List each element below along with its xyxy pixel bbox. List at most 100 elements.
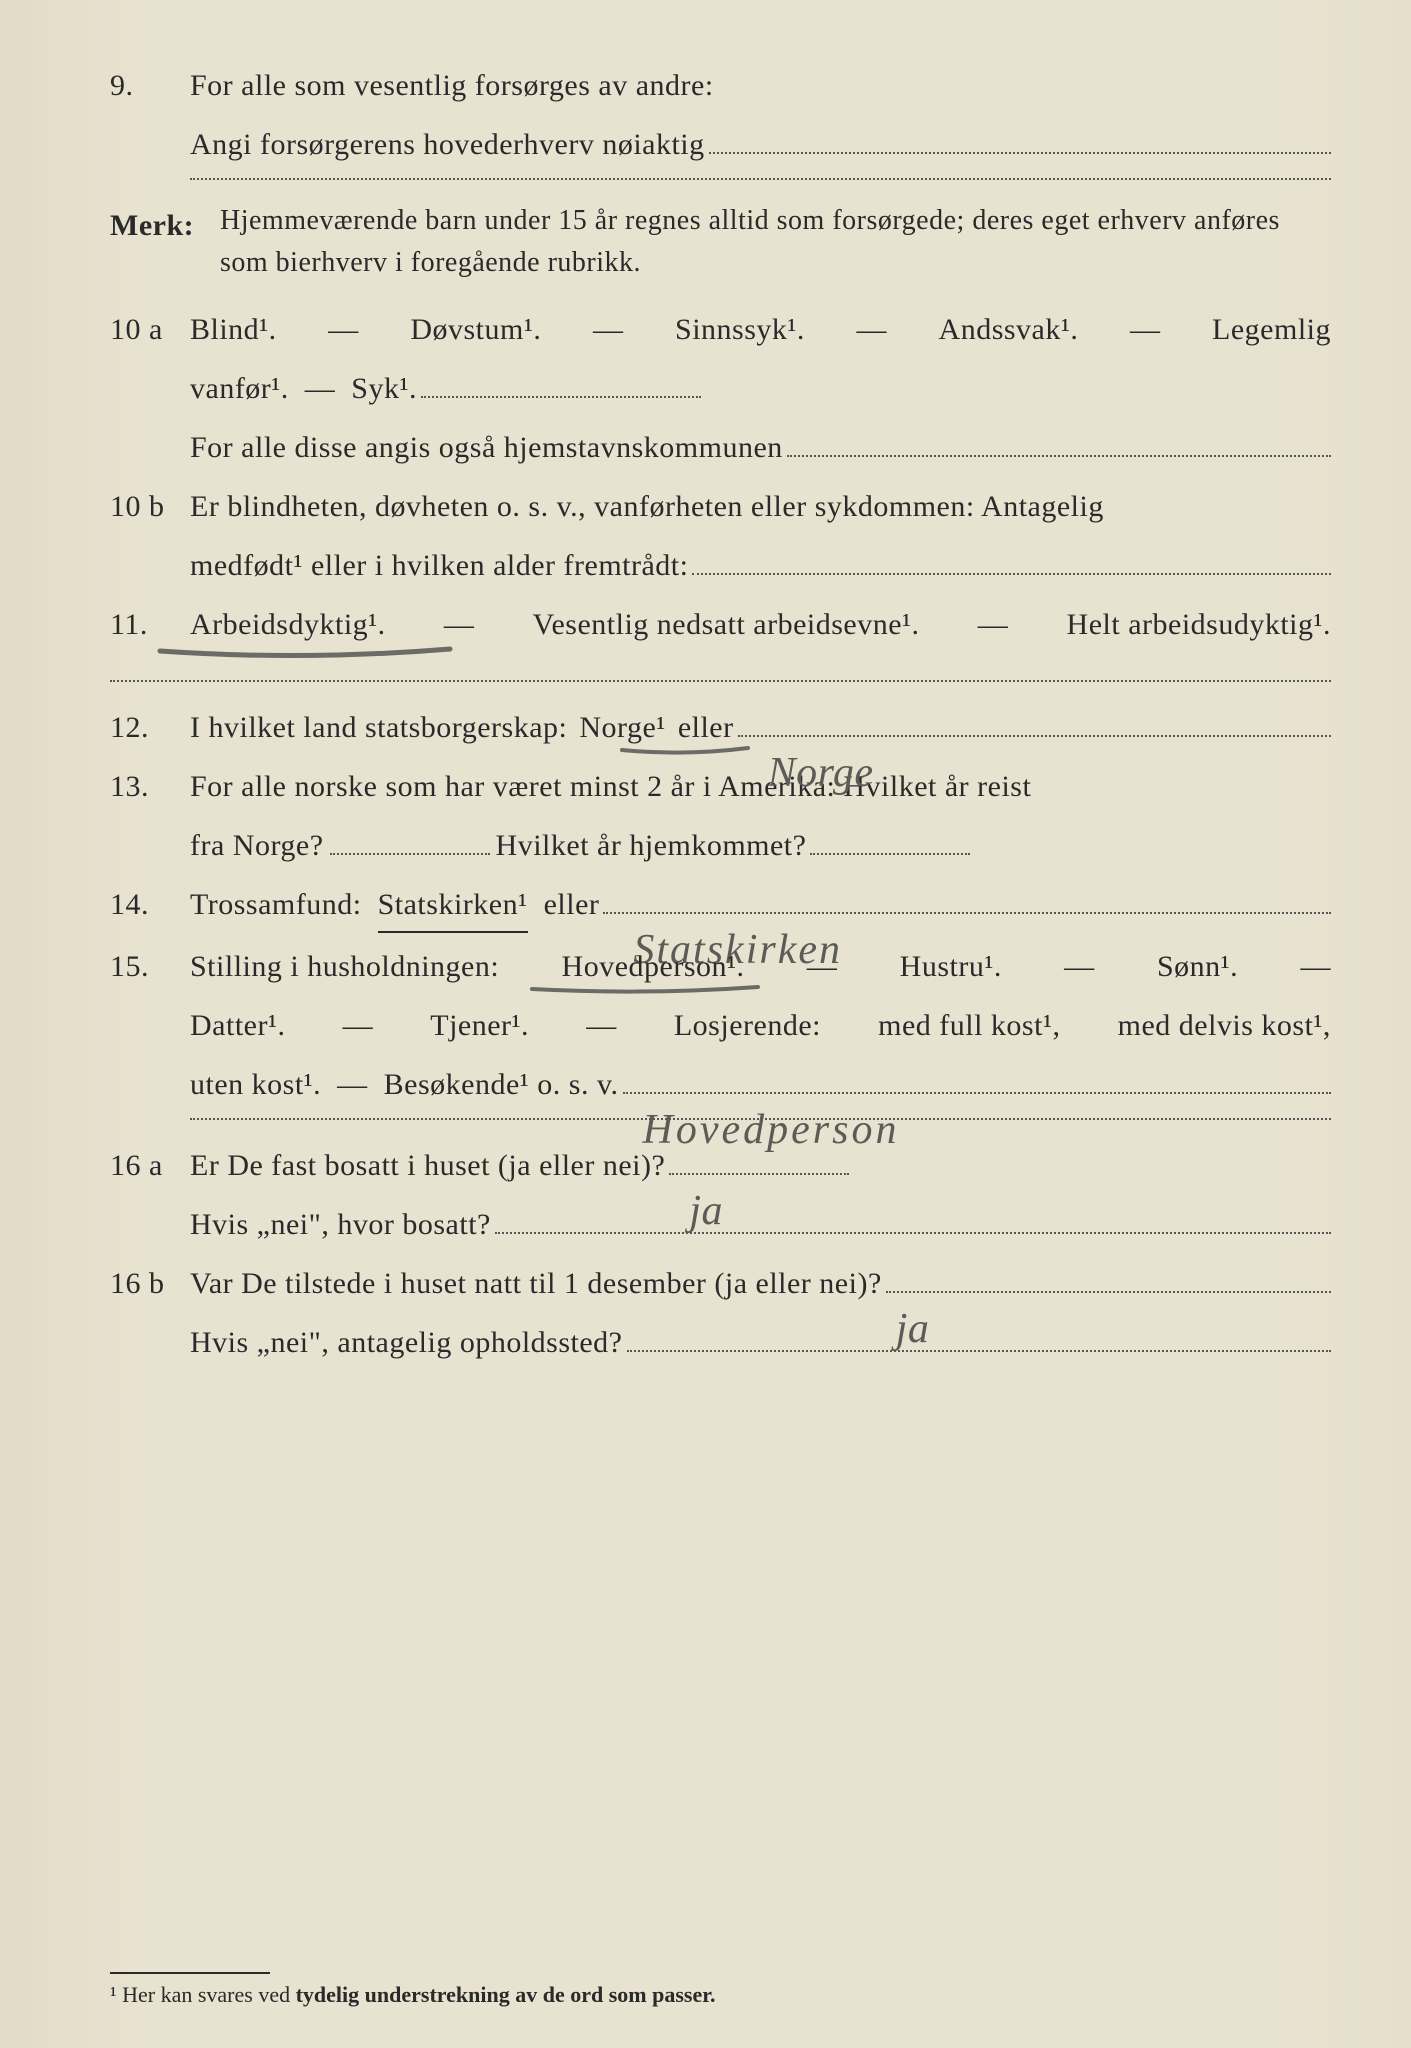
dash: — [343, 1000, 374, 1051]
q15-opt-fullkost[interactable]: med full kost¹, [878, 1000, 1060, 1051]
q16b-line1: 16 b Var De tilstede i huset natt til 1 … [110, 1258, 1331, 1309]
q10a-line2: vanfør¹. — Syk¹. [190, 363, 1331, 414]
footnote-text-a: Her kan svares ved [122, 1982, 296, 2007]
q16a-handwritten: ja [689, 1176, 723, 1177]
q15-opt-utenkost[interactable]: uten kost¹. [190, 1059, 321, 1110]
q10a-line3: For alle disse angis også hjemstavnskomm… [190, 422, 1331, 473]
q15-line3: uten kost¹. — Besøkende¹ o. s. v. Hovedp… [190, 1059, 1331, 1110]
pencil-underline-icon [620, 744, 750, 758]
dash: — [1301, 941, 1332, 992]
q13-blank-2[interactable] [810, 853, 970, 855]
q10a-opts: Blind¹. — Døvstum¹. — Sinnssyk¹. — Andss… [190, 304, 1331, 355]
q15-opt-besokende[interactable]: Besøkende¹ o. s. v. [384, 1059, 619, 1110]
q15-opt-delviskost[interactable]: med delvis kost¹, [1118, 1000, 1331, 1051]
q14-handwritten: Statskirken [633, 915, 842, 916]
q10a-line1: 10 a Blind¹. — Døvstum¹. — Sinnssyk¹. — … [110, 304, 1331, 355]
q15-text-a: Stilling i husholdningen: [190, 941, 499, 992]
q14-text-a: Trossamfund: [190, 879, 362, 930]
q10a-opt-syk[interactable]: Syk¹. [351, 363, 417, 414]
q10a-opt-sinnssyk[interactable]: Sinnssyk¹. [675, 304, 805, 355]
q15-opts-1: Stilling i husholdningen: Hovedperson¹. … [190, 941, 1331, 992]
q15-handwritten: Hovedperson [643, 1095, 900, 1098]
q9-blank[interactable] [709, 152, 1331, 154]
q16b-text2: Hvis „nei", antagelig opholdssted? [190, 1317, 623, 1368]
q11-opt-nedsatt[interactable]: Vesentlig nedsatt arbeidsevne¹. [533, 599, 920, 650]
q11-opt-udyktig[interactable]: Helt arbeidsudyktig¹. [1067, 599, 1331, 650]
q10a-kommune-blank[interactable] [787, 455, 1331, 457]
q16a-blank-1[interactable]: ja [669, 1173, 849, 1175]
q10b-blank[interactable] [692, 573, 1331, 575]
merk-row: Merk: Hjemmeværende barn under 15 år reg… [110, 200, 1331, 284]
q15-blank[interactable]: Hovedperson [623, 1092, 1331, 1094]
pencil-underline-icon [530, 983, 760, 997]
q10b-text1: Er blindheten, døvheten o. s. v., vanfør… [190, 481, 1331, 532]
dash: — [586, 1000, 617, 1051]
q13-blank-1[interactable] [330, 853, 490, 855]
q16b-blank-2[interactable] [627, 1350, 1332, 1352]
dash: — [328, 304, 359, 355]
q15-opt-losjerende: Losjerende: [674, 1000, 821, 1051]
q9-number: 9. [110, 60, 190, 111]
footnote-text-bold: tydelig understrekning av de ord som pas… [296, 1982, 716, 2007]
q10a-syk-blank[interactable] [421, 396, 701, 398]
q16a-line2: Hvis „nei", hvor bosatt? [190, 1199, 1331, 1250]
dash: — [1064, 941, 1095, 992]
q16b-number: 16 b [110, 1258, 190, 1309]
q12-line: 12. I hvilket land statsborgerskap: Norg… [110, 702, 1331, 753]
q10a-opt-andssvak[interactable]: Andssvak¹. [939, 304, 1079, 355]
q16b-text1: Var De tilstede i huset natt til 1 desem… [190, 1258, 882, 1309]
footnote-rule [110, 1972, 270, 1974]
q9-rule [190, 178, 1331, 180]
q15-number: 15. [110, 941, 190, 992]
q14-blank[interactable]: Statskirken [603, 912, 1331, 914]
q10a-opt-dovstum[interactable]: Døvstum¹. [410, 304, 541, 355]
q15-opt-hustru[interactable]: Hustru¹. [900, 941, 1002, 992]
q15-opt-sonn[interactable]: Sønn¹. [1157, 941, 1238, 992]
pencil-underline-icon [155, 643, 455, 663]
merk-label: Merk: [110, 200, 220, 251]
q12-blank[interactable]: Norge [738, 735, 1331, 737]
q12-handwritten: Norge [768, 738, 874, 739]
q15-line1: 15. Stilling i husholdningen: Hovedperso… [110, 941, 1331, 992]
q12-text-a: I hvilket land statsborgerskap: [190, 702, 567, 753]
q11-rule [110, 680, 1331, 682]
q15-opt-datter[interactable]: Datter¹. [190, 1000, 285, 1051]
q13-text2b: Hvilket år hjemkommet? [496, 820, 807, 871]
q16a-text1: Er De fast bosatt i huset (ja eller nei)… [190, 1140, 665, 1191]
footnote-area: ¹ Her kan svares ved tydelig understrekn… [110, 1972, 1331, 2008]
dash: — [593, 304, 624, 355]
census-form-page: 9. For alle som vesentlig forsørges av a… [0, 0, 1411, 2048]
q13-line1: 13. For alle norske som har været minst … [110, 761, 1331, 812]
q14-text-b: eller [544, 879, 600, 930]
dash: — [856, 304, 887, 355]
q11-line: 11. Arbeidsdyktig¹. — Vesentlig nedsatt … [110, 599, 1331, 650]
q14-printed-opt[interactable]: Statskirken¹ [378, 879, 528, 933]
q9-line1: 9. For alle som vesentlig forsørges av a… [110, 60, 1331, 111]
dash: — [337, 1059, 368, 1110]
q16a-number: 16 a [110, 1140, 190, 1191]
q13-line2: fra Norge? Hvilket år hjemkommet? [190, 820, 1331, 871]
q16a-blank-2[interactable] [495, 1232, 1331, 1234]
q16b-blank-1[interactable]: ja [886, 1291, 1331, 1293]
q14-line: 14. Trossamfund: Statskirken¹ eller Stat… [110, 879, 1331, 933]
q10b-line2: medfødt¹ eller i hvilken alder fremtrådt… [190, 540, 1331, 591]
q9-text2: Angi forsørgerens hovederhverv nøiaktig [190, 119, 705, 170]
merk-text: Hjemmeværende barn under 15 år regnes al… [220, 200, 1331, 284]
q15-opt-tjener[interactable]: Tjener¹. [430, 1000, 529, 1051]
q13-text1: For alle norske som har været minst 2 år… [190, 761, 1331, 812]
dash: — [1130, 304, 1161, 355]
q14-number: 14. [110, 879, 190, 930]
dash: — [978, 599, 1009, 650]
q10b-text2: medfødt¹ eller i hvilken alder fremtrådt… [190, 540, 688, 591]
footnote-text: ¹ Her kan svares ved tydelig understrekn… [110, 1982, 1331, 2008]
dash: — [807, 941, 838, 992]
q15-line2: Datter¹. — Tjener¹. — Losjerende: med fu… [190, 1000, 1331, 1051]
q13-text2a: fra Norge? [190, 820, 324, 871]
q13-number: 13. [110, 761, 190, 812]
q10a-number: 10 a [110, 304, 190, 355]
q9-line2: Angi forsørgerens hovederhverv nøiaktig [190, 119, 1331, 170]
q10a-opt-blind[interactable]: Blind¹. [190, 304, 277, 355]
q16a-text2: Hvis „nei", hvor bosatt? [190, 1199, 491, 1250]
q10b-line1: 10 b Er blindheten, døvheten o. s. v., v… [110, 481, 1331, 532]
q10a-opt-vanfor[interactable]: vanfør¹. [190, 363, 289, 414]
